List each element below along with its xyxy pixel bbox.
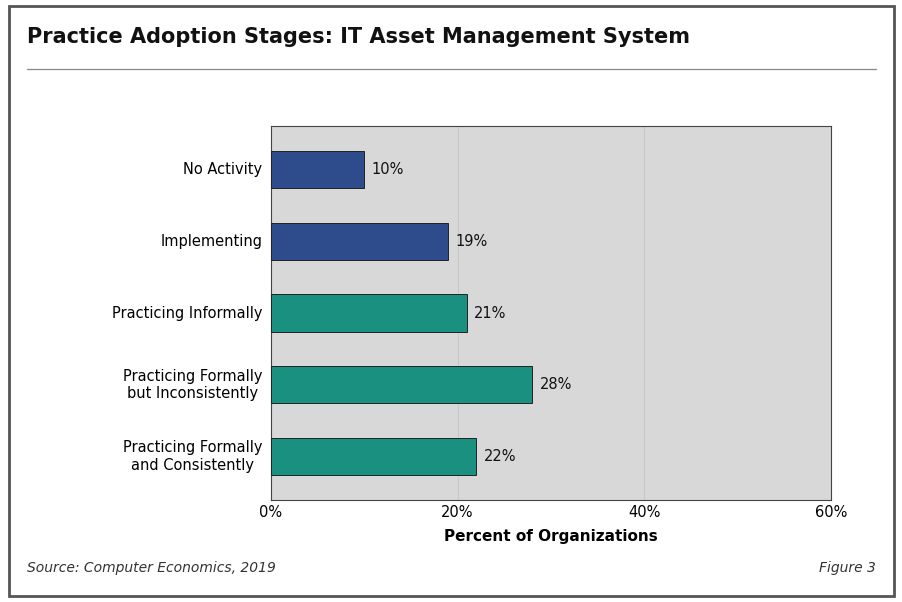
Bar xyxy=(271,294,466,332)
Bar xyxy=(271,223,447,260)
Text: Source: Computer Economics, 2019: Source: Computer Economics, 2019 xyxy=(27,561,276,575)
Text: 21%: 21% xyxy=(474,306,506,320)
Text: 28%: 28% xyxy=(539,377,571,393)
X-axis label: Percent of Organizations: Percent of Organizations xyxy=(444,529,657,544)
Text: Practice Adoption Stages: IT Asset Management System: Practice Adoption Stages: IT Asset Manag… xyxy=(27,27,689,47)
Text: 19%: 19% xyxy=(456,234,487,249)
Text: Figure 3: Figure 3 xyxy=(818,561,875,575)
Text: 22%: 22% xyxy=(483,449,516,464)
Bar xyxy=(271,151,364,188)
Text: 10%: 10% xyxy=(372,162,403,177)
Bar xyxy=(271,366,531,403)
Bar xyxy=(271,438,475,475)
